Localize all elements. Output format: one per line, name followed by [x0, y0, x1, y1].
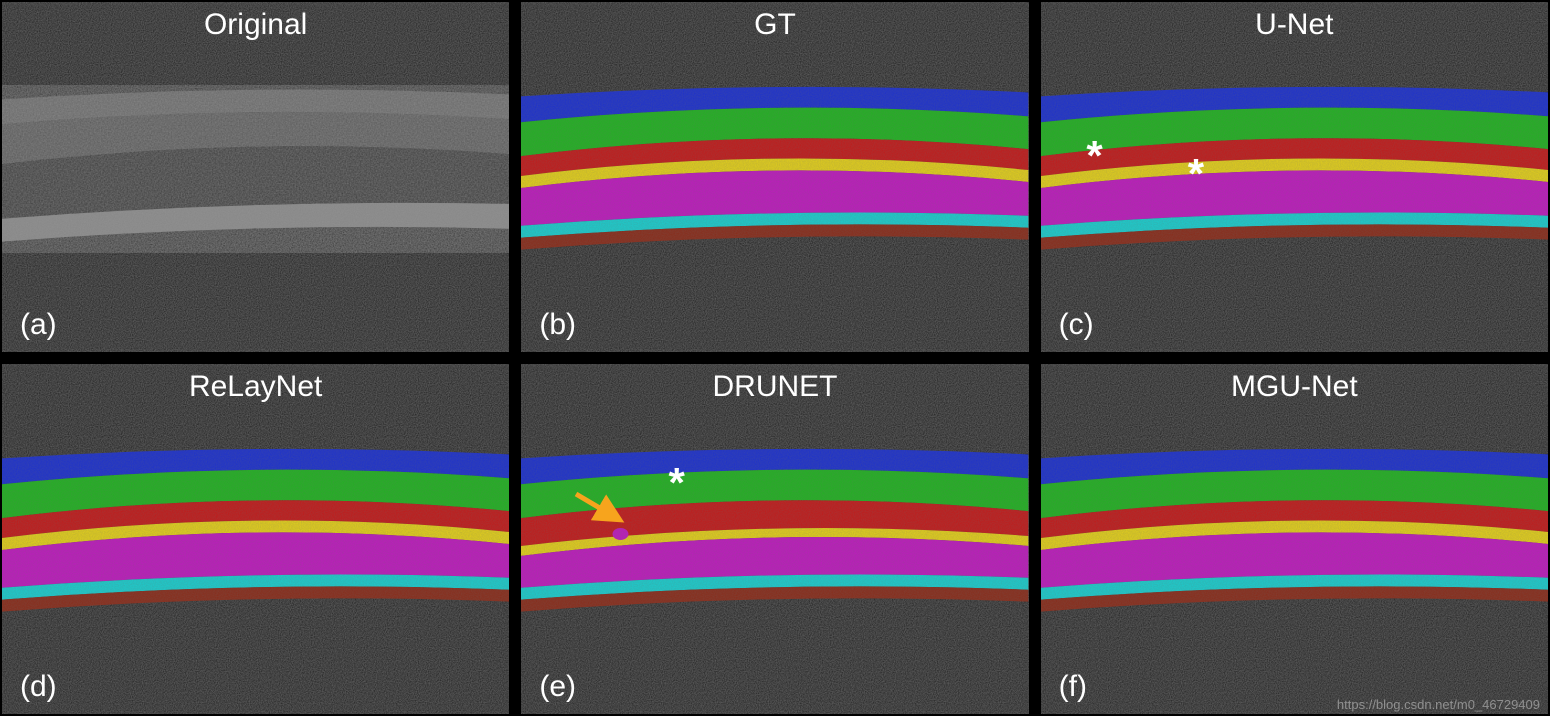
panel-title: GT	[754, 8, 796, 42]
panel-d: ReLayNet (d)	[2, 364, 509, 714]
panel-letter: (e)	[539, 670, 576, 704]
panel-f: MGU-Net (f)	[1041, 364, 1548, 714]
panel-c: U-Net (c) * *	[1041, 2, 1548, 352]
oct-image-drunet	[521, 364, 1028, 714]
panel-letter: (c)	[1059, 308, 1094, 342]
asterisk-marker: *	[1086, 135, 1102, 177]
oct-image-relaynet	[2, 364, 509, 714]
panel-letter: (d)	[20, 670, 57, 704]
panel-letter: (b)	[539, 308, 576, 342]
asterisk-marker: *	[668, 462, 684, 504]
oct-image-unet	[1041, 2, 1548, 352]
oct-image-gt	[521, 2, 1028, 352]
watermark-text: https://blog.csdn.net/m0_46729409	[1337, 697, 1540, 712]
panel-title: MGU-Net	[1231, 370, 1358, 404]
panel-title: DRUNET	[712, 370, 837, 404]
panel-letter: (f)	[1059, 670, 1087, 704]
panel-e: DRUNET (e) *	[521, 364, 1028, 714]
asterisk-marker: *	[1188, 153, 1204, 195]
panel-letter: (a)	[20, 308, 57, 342]
panel-b: GT (b)	[521, 2, 1028, 352]
panel-title: Original	[204, 8, 307, 42]
panel-a: Original (a)	[2, 2, 509, 352]
panel-title: U-Net	[1255, 8, 1333, 42]
oct-image-original	[2, 2, 509, 352]
panel-title: ReLayNet	[189, 370, 322, 404]
oct-image-mgunet	[1041, 364, 1548, 714]
figure-grid: Original (a) GT (b)	[0, 0, 1550, 716]
